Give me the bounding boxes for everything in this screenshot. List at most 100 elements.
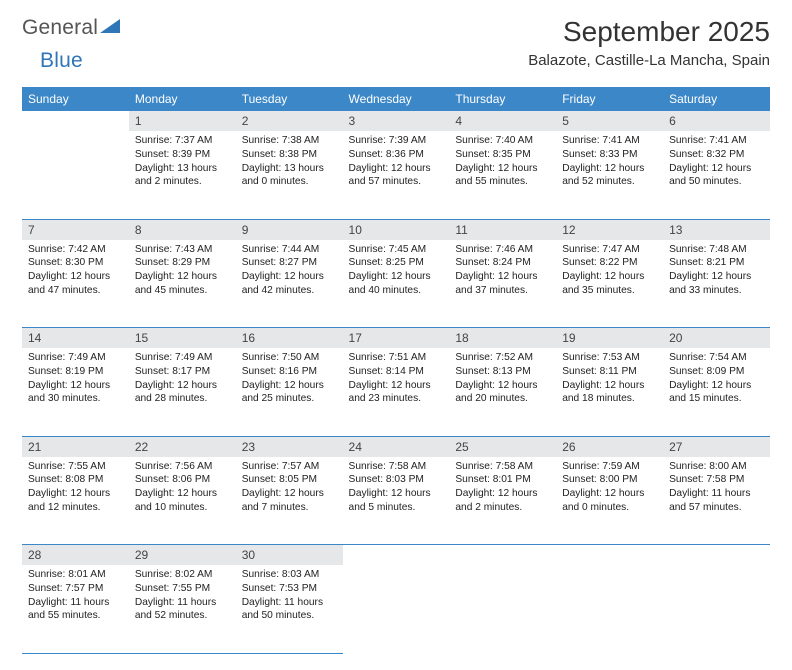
- day-cell: Sunrise: 7:59 AMSunset: 8:00 PMDaylight:…: [556, 457, 663, 545]
- day-number-cell: [556, 545, 663, 566]
- sunrise-text: Sunrise: 7:43 AM: [135, 243, 230, 257]
- day-number-row: 78910111213: [22, 219, 770, 240]
- day-cell: Sunrise: 7:50 AMSunset: 8:16 PMDaylight:…: [236, 348, 343, 436]
- day-number-row: 14151617181920: [22, 328, 770, 349]
- day-cell: [556, 565, 663, 653]
- sunset-text: Sunset: 8:13 PM: [455, 365, 550, 379]
- sunrise-text: Sunrise: 7:38 AM: [242, 134, 337, 148]
- day-cell: Sunrise: 7:51 AMSunset: 8:14 PMDaylight:…: [343, 348, 450, 436]
- weekday-header: Tuesday: [236, 87, 343, 111]
- day-cell: Sunrise: 7:45 AMSunset: 8:25 PMDaylight:…: [343, 240, 450, 328]
- day-number-row: 21222324252627: [22, 436, 770, 457]
- day-cell: Sunrise: 8:02 AMSunset: 7:55 PMDaylight:…: [129, 565, 236, 653]
- day-content-row: Sunrise: 7:37 AMSunset: 8:39 PM Daylight:…: [22, 131, 770, 219]
- day-cell: Sunrise: 8:03 AMSunset: 7:53 PMDaylight:…: [236, 565, 343, 653]
- day-number-cell: 9: [236, 219, 343, 240]
- sunset-text: Sunset: 7:57 PM: [28, 582, 123, 596]
- day-cell: Sunrise: 7:38 AMSunset: 8:38 PMDaylight:…: [236, 131, 343, 219]
- day-cell: [343, 565, 450, 653]
- sunrise-text: Sunrise: 7:45 AM: [349, 243, 444, 257]
- sunset-text: Sunset: 8:39 PM: [135, 148, 230, 162]
- sunset-text: Sunset: 8:36 PM: [349, 148, 444, 162]
- day-cell: Sunrise: 7:44 AMSunset: 8:27 PMDaylight:…: [236, 240, 343, 328]
- day-number-cell: 20: [663, 328, 770, 349]
- sunset-text: Sunset: 8:21 PM: [669, 256, 764, 270]
- daylight-text: Daylight: 12 hours and 15 minutes.: [669, 379, 764, 407]
- daylight-text: Daylight: 11 hours and 52 minutes.: [135, 596, 230, 624]
- day-number-cell: 26: [556, 436, 663, 457]
- brand-part1: General: [22, 16, 98, 40]
- sunset-text: Sunset: 7:55 PM: [135, 582, 230, 596]
- sunrise-text: Sunrise: 7:52 AM: [455, 351, 550, 365]
- weekday-header: Monday: [129, 87, 236, 111]
- daylight-text: Daylight: 11 hours and 55 minutes.: [28, 596, 123, 624]
- day-cell: Sunrise: 7:39 AMSunset: 8:36 PMDaylight:…: [343, 131, 450, 219]
- day-cell: Sunrise: 8:00 AMSunset: 7:58 PMDaylight:…: [663, 457, 770, 545]
- day-number-cell: 3: [343, 111, 450, 131]
- day-cell: Sunrise: 7:58 AMSunset: 8:01 PMDaylight:…: [449, 457, 556, 545]
- sunrise-text: Sunrise: 7:41 AM: [669, 134, 764, 148]
- sunrise-text: Sunrise: 7:53 AM: [562, 351, 657, 365]
- day-number-cell: 13: [663, 219, 770, 240]
- sunrise-text: Sunrise: 8:01 AM: [28, 568, 123, 582]
- day-cell: Sunrise: 7:52 AMSunset: 8:13 PMDaylight:…: [449, 348, 556, 436]
- daylight-text: Daylight: 11 hours and 57 minutes.: [669, 487, 764, 515]
- sunset-text: Sunset: 8:08 PM: [28, 473, 123, 487]
- sunrise-text: Sunrise: 8:00 AM: [669, 460, 764, 474]
- day-number-cell: 2: [236, 111, 343, 131]
- sunrise-text: Sunrise: 7:46 AM: [455, 243, 550, 257]
- day-number-cell: 22: [129, 436, 236, 457]
- location-text: Balazote, Castille-La Mancha, Spain: [528, 52, 770, 69]
- daylight-text: Daylight: 13 hours and 0 minutes.: [242, 162, 337, 190]
- day-cell: Sunrise: 7:46 AMSunset: 8:24 PMDaylight:…: [449, 240, 556, 328]
- day-number-cell: 7: [22, 219, 129, 240]
- daylight-text: Daylight: 11 hours and 50 minutes.: [242, 596, 337, 624]
- sunrise-text: Sunrise: 7:39 AM: [349, 134, 444, 148]
- sunrise-text: Sunrise: 8:02 AM: [135, 568, 230, 582]
- weekday-header: Saturday: [663, 87, 770, 111]
- sunrise-text: Sunrise: 7:37 AM: [135, 134, 230, 148]
- sunset-text: Sunset: 8:19 PM: [28, 365, 123, 379]
- daylight-text: Daylight: 12 hours and 47 minutes.: [28, 270, 123, 298]
- day-cell: Sunrise: 7:58 AMSunset: 8:03 PMDaylight:…: [343, 457, 450, 545]
- day-cell: Sunrise: 7:55 AMSunset: 8:08 PMDaylight:…: [22, 457, 129, 545]
- sunset-text: Sunset: 8:00 PM: [562, 473, 657, 487]
- day-content-row: Sunrise: 8:01 AMSunset: 7:57 PMDaylight:…: [22, 565, 770, 653]
- title-block: September 2025 Balazote, Castille-La Man…: [528, 16, 770, 69]
- sunset-text: Sunset: 8:22 PM: [562, 256, 657, 270]
- daylight-text: Daylight: 12 hours and 33 minutes.: [669, 270, 764, 298]
- daylight-text: Daylight: 12 hours and 23 minutes.: [349, 379, 444, 407]
- daylight-text: Daylight: 12 hours and 40 minutes.: [349, 270, 444, 298]
- sunset-text: Sunset: 7:53 PM: [242, 582, 337, 596]
- sunrise-text: Sunrise: 7:50 AM: [242, 351, 337, 365]
- daylight-text: Daylight: 12 hours and 28 minutes.: [135, 379, 230, 407]
- calendar-table: Sunday Monday Tuesday Wednesday Thursday…: [22, 87, 770, 654]
- day-cell: Sunrise: 7:53 AMSunset: 8:11 PMDaylight:…: [556, 348, 663, 436]
- weekday-header-row: Sunday Monday Tuesday Wednesday Thursday…: [22, 87, 770, 111]
- sunset-text: Sunset: 8:27 PM: [242, 256, 337, 270]
- day-cell: Sunrise: 7:41 AMSunset: 8:33 PMDaylight:…: [556, 131, 663, 219]
- daylight-text: Daylight: 12 hours and 2 minutes.: [455, 487, 550, 515]
- weekday-header: Sunday: [22, 87, 129, 111]
- sunset-text: Sunset: 8:03 PM: [349, 473, 444, 487]
- sunset-text: Sunset: 8:30 PM: [28, 256, 123, 270]
- day-number-cell: 17: [343, 328, 450, 349]
- day-number-cell: [343, 545, 450, 566]
- sunset-text: Sunset: 8:11 PM: [562, 365, 657, 379]
- day-content-row: Sunrise: 7:55 AMSunset: 8:08 PMDaylight:…: [22, 457, 770, 545]
- day-number-cell: 15: [129, 328, 236, 349]
- day-cell: Sunrise: 7:40 AMSunset: 8:35 PMDaylight:…: [449, 131, 556, 219]
- daylight-text: Daylight: 12 hours and 18 minutes.: [562, 379, 657, 407]
- sunset-text: Sunset: 8:24 PM: [455, 256, 550, 270]
- day-number-cell: 10: [343, 219, 450, 240]
- sunset-text: Sunset: 8:09 PM: [669, 365, 764, 379]
- day-cell: Sunrise: 7:56 AMSunset: 8:06 PMDaylight:…: [129, 457, 236, 545]
- day-number-cell: [22, 111, 129, 131]
- sunset-text: Sunset: 8:25 PM: [349, 256, 444, 270]
- day-number-cell: 28: [22, 545, 129, 566]
- daylight-text: Daylight: 12 hours and 7 minutes.: [242, 487, 337, 515]
- day-number-cell: 21: [22, 436, 129, 457]
- sunset-text: Sunset: 8:14 PM: [349, 365, 444, 379]
- day-number-cell: 18: [449, 328, 556, 349]
- weekday-header: Wednesday: [343, 87, 450, 111]
